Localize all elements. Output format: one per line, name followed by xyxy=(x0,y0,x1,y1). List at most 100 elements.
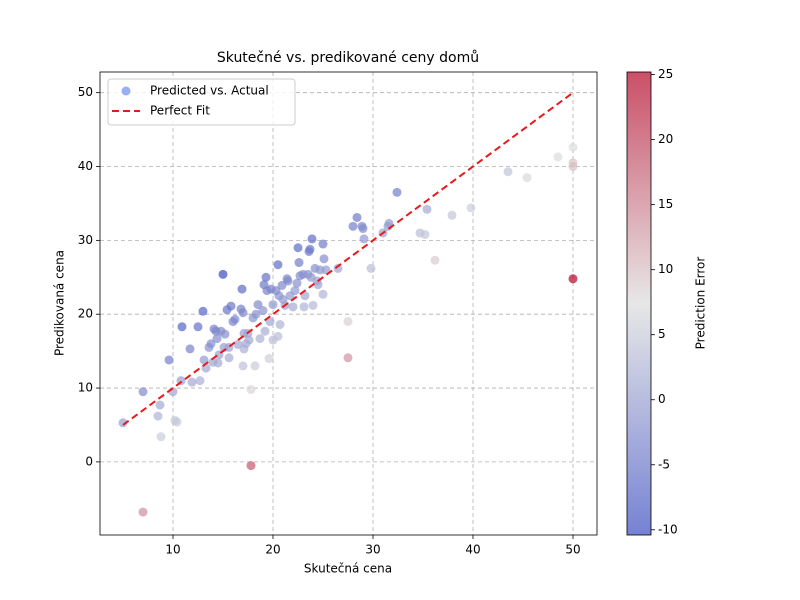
scatter-point xyxy=(307,234,317,244)
scatter-point xyxy=(568,274,578,284)
colorbar-tick-label: 25 xyxy=(658,67,673,81)
scatter-point xyxy=(343,317,353,327)
scatter-point xyxy=(358,224,368,234)
scatter-point xyxy=(220,329,230,339)
scatter-point xyxy=(343,353,353,363)
scatter-point xyxy=(218,269,228,279)
scatter-point xyxy=(224,353,234,363)
scatter-point xyxy=(283,276,293,286)
scatter-point xyxy=(226,301,236,311)
scatter-point xyxy=(275,320,285,330)
scatter-point xyxy=(264,354,274,364)
chart-title: Skutečné vs. predikované ceny domů xyxy=(217,50,479,66)
scatter-point xyxy=(156,432,166,442)
scatter-point xyxy=(392,187,402,197)
fit-line xyxy=(122,91,574,426)
scatter-point xyxy=(308,300,318,310)
legend-box xyxy=(107,78,296,126)
scatter-point xyxy=(238,361,248,371)
scatter-point xyxy=(199,355,209,365)
y-tick-label: 20 xyxy=(78,307,93,321)
scatter-point xyxy=(420,229,430,239)
scatter-point xyxy=(273,331,283,341)
colorbar-tick-label: -10 xyxy=(658,522,678,536)
scatter-point xyxy=(213,358,223,368)
scatter-point xyxy=(384,218,394,228)
scatter-point xyxy=(568,162,578,172)
y-tick-label: 10 xyxy=(78,381,93,395)
x-axis-label: Skutečná cena xyxy=(304,562,392,576)
scatter-point xyxy=(568,142,578,152)
scatter-point xyxy=(294,258,304,268)
scatter-point xyxy=(187,377,197,387)
scatter-point xyxy=(348,221,358,231)
scatter-point xyxy=(260,326,270,336)
scatter-point xyxy=(251,309,261,319)
y-tick-label: 30 xyxy=(78,233,93,247)
legend-label: Perfect Fit xyxy=(150,104,210,118)
scatter-point xyxy=(206,339,216,349)
legend-marker xyxy=(121,86,131,96)
scatter-point xyxy=(261,272,271,282)
scatter-point xyxy=(265,317,275,327)
scatter-point xyxy=(503,167,513,177)
scatter-point xyxy=(246,461,256,471)
colorbar-tick-label: 20 xyxy=(658,132,673,146)
scatter-point xyxy=(155,400,165,410)
scatter-point xyxy=(300,291,310,301)
y-axis-label: Predikovaná cena xyxy=(53,250,67,356)
colorbar-tick-label: -5 xyxy=(658,457,670,471)
scatter-point xyxy=(466,203,476,213)
scatter-point xyxy=(244,335,254,345)
plot-frame xyxy=(99,71,598,536)
scatter-point xyxy=(185,344,195,354)
scatter-point xyxy=(177,322,187,332)
scatter-point xyxy=(273,260,283,270)
scatter-point xyxy=(553,152,563,162)
scatter-point xyxy=(359,234,369,244)
scatter-point xyxy=(292,278,302,288)
scatter-point xyxy=(318,239,328,249)
scatter-point xyxy=(293,243,303,253)
scatter-point xyxy=(321,265,331,275)
y-tick-label: 40 xyxy=(78,159,93,173)
scatter-point xyxy=(305,244,315,254)
scatter-point xyxy=(522,173,532,183)
scatter-point xyxy=(288,302,298,312)
scatter-point xyxy=(253,300,263,310)
x-tick-label: 30 xyxy=(365,543,380,557)
scatter-point xyxy=(153,411,163,421)
y-tick-label: 0 xyxy=(85,454,93,468)
scatter-point xyxy=(258,306,268,316)
scatter-point xyxy=(138,507,148,517)
scatter-point xyxy=(164,355,174,365)
scatter-point xyxy=(250,361,260,371)
scatter-point xyxy=(118,418,128,428)
scatter-point xyxy=(138,387,148,397)
scatter-point xyxy=(318,289,328,299)
colorbar-tick-label: 5 xyxy=(658,327,666,341)
scatter-point xyxy=(230,314,240,324)
x-tick-label: 40 xyxy=(465,543,480,557)
colorbar-label: Prediction Error xyxy=(694,257,708,350)
scatter-point xyxy=(313,280,323,290)
scatter-point xyxy=(172,417,182,427)
x-tick-label: 20 xyxy=(265,543,280,557)
legend-label: Predicted vs. Actual xyxy=(150,84,269,98)
scatter-point xyxy=(299,302,309,312)
scatter-point xyxy=(290,286,300,296)
scatter-point xyxy=(319,254,329,264)
scatter-point xyxy=(255,334,265,344)
scatter-point xyxy=(333,263,343,273)
scatter-point xyxy=(447,210,457,220)
scatter-point xyxy=(195,376,205,386)
colorbar-tick-label: 10 xyxy=(658,262,673,276)
y-tick-label: 50 xyxy=(78,85,93,99)
scatter-point xyxy=(246,385,256,395)
x-tick-label: 10 xyxy=(165,543,180,557)
x-tick-label: 50 xyxy=(565,543,580,557)
scatter-point xyxy=(238,308,248,318)
scatter-point xyxy=(422,204,432,214)
scatter-point xyxy=(212,334,222,344)
